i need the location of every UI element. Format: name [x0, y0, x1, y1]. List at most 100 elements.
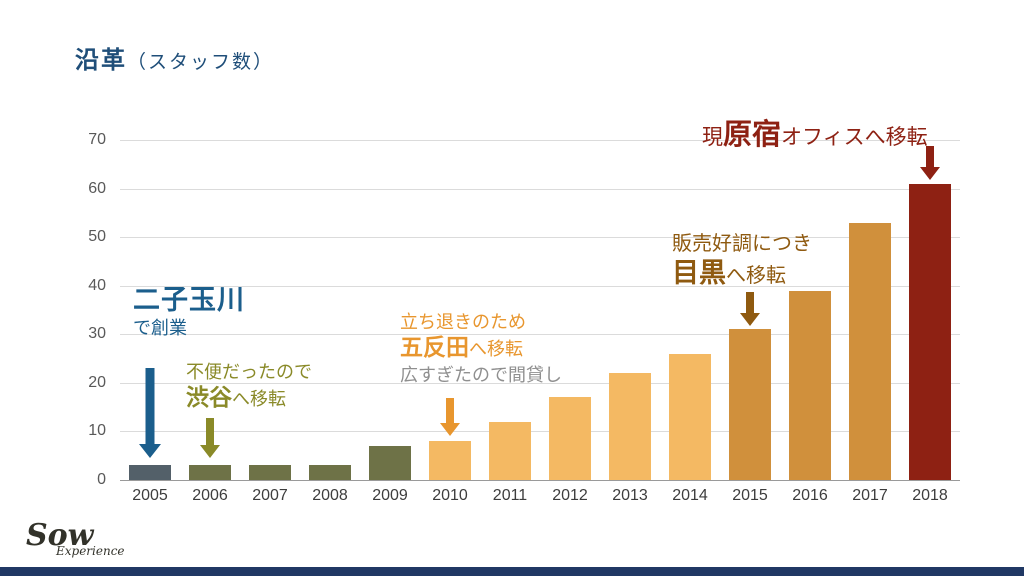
- y-axis-tick-label: 0: [97, 471, 106, 488]
- bar-slot: [480, 140, 540, 480]
- y-axis-tick-label: 40: [88, 276, 106, 294]
- bar-slot: [420, 140, 480, 480]
- x-axis-label: 2013: [612, 487, 648, 504]
- annotation-text-eviction: 立ち退きのため: [400, 312, 526, 332]
- bar-slot: [900, 140, 960, 480]
- bar-slot: [360, 140, 420, 480]
- meguro-arrow-icon: [740, 292, 760, 326]
- bar-slot: [240, 140, 300, 480]
- bar-2014: [669, 353, 711, 480]
- annotation-meguro: 販売好調につき 目黒へ移転: [672, 230, 812, 292]
- x-axis-label: 2011: [492, 487, 528, 504]
- bar-slot: [720, 140, 780, 480]
- bar-2011: [489, 421, 531, 480]
- annotation-text-inconvenient: 不便だったので: [186, 362, 312, 382]
- annotation-gotanda: 立ち退きのため 五反田へ移転 広すぎたので間貸し: [400, 310, 562, 388]
- y-axis-tick-label: 20: [88, 373, 106, 391]
- bar-slot: [120, 140, 180, 480]
- gridline: [120, 334, 960, 336]
- annotation-text-office-moved: オフィスへ移転: [781, 126, 928, 149]
- bar-slot: [180, 140, 240, 480]
- annotation-text-strong-sales: 販売好調につき: [672, 233, 812, 255]
- gridline: [120, 285, 960, 287]
- x-axis-label: 2014: [672, 487, 708, 504]
- bar-2012: [549, 397, 591, 480]
- bar-2007: [249, 465, 291, 480]
- x-axis: 2005 2006 2007 2008 2009 2010 2011 2012 2013 2014…: [120, 487, 960, 505]
- x-axis-label: 2010: [432, 487, 468, 504]
- bar-2009: [369, 446, 411, 480]
- bar-2005: [129, 465, 171, 480]
- bar-2015: [729, 329, 771, 480]
- annotation-harajuku: 現原宿オフィスへ移転: [702, 118, 928, 157]
- bar-slot: [300, 140, 360, 480]
- bar-slot: [840, 140, 900, 480]
- arrow-shape: [139, 368, 161, 458]
- gridlines: [120, 140, 960, 481]
- bar-slot: [600, 140, 660, 480]
- logo-subtext: Experience: [56, 544, 125, 558]
- bar-2010: [429, 441, 471, 480]
- bar-slot: [540, 140, 600, 480]
- bar-2017: [849, 222, 891, 480]
- annotation-line-gotanda: 五反田へ移転: [400, 335, 562, 363]
- annotation-place-meguro: 目黒: [672, 258, 726, 288]
- annotation-shibuya: 不便だったので 渋谷へ移転: [186, 360, 312, 413]
- annotation-futakotamagawa: 二子玉川 で創業: [133, 284, 245, 339]
- shibuya-arrow-icon: [200, 418, 220, 458]
- annotation-text-sublet: 広すぎたので間貸し: [400, 365, 562, 385]
- arrow-shape: [200, 418, 220, 458]
- annotation-place-gotanda: 五反田: [400, 334, 469, 360]
- x-axis-label: 2008: [312, 487, 348, 504]
- annotation-place-futakotamagawa: 二子玉川: [133, 285, 245, 315]
- annotation-place-harajuku: 原宿: [723, 119, 782, 151]
- y-axis-tick-label: 50: [88, 228, 106, 246]
- annotation-text-current: 現: [702, 126, 723, 149]
- y-axis: 0 10 20 30 40 50 60 70: [58, 131, 106, 488]
- logo-wordmark: Sow: [26, 518, 94, 553]
- x-axis-label: 2012: [552, 487, 588, 504]
- annotation-text-founded: で創業: [133, 318, 187, 338]
- x-axis-label: 2015: [732, 487, 768, 504]
- x-axis-label: 2007: [252, 487, 288, 504]
- annotation-text-moved: へ移転: [469, 339, 523, 359]
- bar-2016: [789, 290, 831, 480]
- gotanda-arrow-icon: [440, 398, 460, 436]
- annotation-text-moved: へ移転: [726, 265, 786, 287]
- bar-2008: [309, 465, 351, 480]
- y-axis-tick-label: 30: [88, 325, 106, 343]
- y-axis-tick-label: 60: [88, 179, 106, 197]
- footer-accent-bar: [0, 567, 1024, 576]
- x-axis-label: 2017: [852, 487, 888, 504]
- title-sub: （スタッフ数）: [127, 52, 275, 73]
- bar-2013: [609, 373, 651, 480]
- bar-2018: [909, 183, 951, 480]
- bar-2006: [189, 465, 231, 480]
- annotation-place-shibuya: 渋谷: [186, 384, 232, 410]
- bars-container: [120, 140, 960, 480]
- page-title: 沿革（スタッフ数）: [75, 40, 274, 75]
- gridline: [120, 140, 960, 141]
- bar-slot: [660, 140, 720, 480]
- annotation-line-shibuya: 渋谷へ移転: [186, 385, 312, 413]
- gridline: [120, 188, 960, 190]
- x-axis-label: 2009: [372, 487, 408, 504]
- title-main: 沿革: [75, 47, 127, 74]
- gridline: [120, 431, 960, 433]
- arrow-shape: [440, 398, 460, 436]
- gridline: [120, 237, 960, 239]
- x-axis-label: 2018: [912, 487, 948, 504]
- x-axis-label: 2016: [792, 487, 828, 504]
- x-axis-baseline: [120, 480, 960, 481]
- sow-experience-logo: Sow Experience: [26, 518, 125, 559]
- arrow-shape: [920, 146, 940, 180]
- staff-count-bar-chart: [120, 140, 960, 481]
- futakotamagawa-arrow-icon: [139, 368, 161, 458]
- gridline: [120, 382, 960, 384]
- x-axis-label: 2006: [192, 487, 228, 504]
- x-axis-label: 2005: [132, 487, 168, 504]
- bar-slot: [780, 140, 840, 480]
- annotation-text-moved: へ移転: [232, 389, 286, 409]
- y-axis-tick-label: 10: [88, 422, 106, 440]
